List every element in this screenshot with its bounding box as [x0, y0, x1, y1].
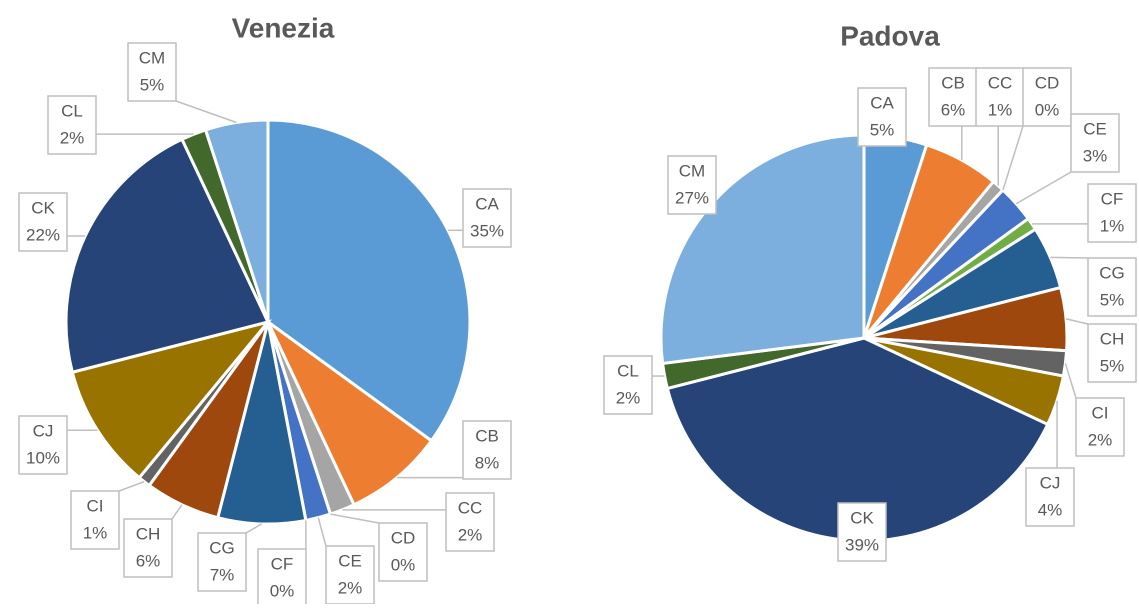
label-category: CC [988, 73, 1013, 92]
label-category: CD [391, 528, 416, 547]
label-box [667, 155, 717, 215]
label-box [837, 502, 887, 562]
data-label: 27% [675, 188, 709, 207]
leader-line [1002, 125, 1024, 191]
data-label: 0% [270, 581, 295, 600]
data-label: 5% [1100, 356, 1125, 375]
leader-line [330, 513, 380, 524]
label-category: CL [617, 361, 639, 380]
label-category: CF [271, 554, 294, 573]
label-box [197, 532, 247, 592]
pie-slice [266, 320, 434, 507]
label-category: CA [870, 93, 894, 112]
label-box [1070, 113, 1120, 173]
data-label: 22% [26, 225, 60, 244]
label-box [123, 518, 173, 578]
label-category: CB [475, 426, 499, 445]
label-box [1022, 67, 1072, 127]
label-category: CH [1100, 329, 1125, 348]
chart-title: Venezia [232, 12, 335, 43]
label-box [1087, 323, 1137, 383]
data-label: 5% [870, 120, 895, 139]
label-box [462, 420, 512, 480]
data-label: 10% [26, 448, 60, 467]
label-category: CK [31, 198, 55, 217]
data-label: 7% [210, 565, 235, 584]
label-box [257, 548, 307, 608]
data-label: 1% [988, 100, 1013, 119]
label-box [325, 545, 375, 605]
label-category: CJ [1040, 473, 1061, 492]
leader-line [317, 517, 327, 547]
label-box [127, 42, 177, 102]
label-box [18, 415, 68, 475]
label-category: CG [1099, 263, 1125, 282]
label-category: CF [1101, 189, 1124, 208]
leader-line [1050, 256, 1089, 259]
label-category: CD [1035, 73, 1060, 92]
data-label: 3% [1083, 146, 1108, 165]
data-label: 39% [845, 535, 879, 554]
label-box [928, 67, 978, 127]
label-category: CH [136, 524, 161, 543]
data-label: 6% [136, 551, 161, 570]
label-category: CL [61, 101, 83, 120]
label-box [378, 522, 428, 582]
data-label: 5% [1100, 290, 1125, 309]
label-box [47, 95, 97, 155]
label-category: CC [458, 498, 483, 517]
pie-slice [203, 118, 270, 323]
data-label: 2% [338, 578, 363, 597]
leader-line [245, 523, 263, 534]
label-category: CE [338, 551, 362, 570]
label-box [445, 492, 495, 552]
data-label: 8% [475, 453, 500, 472]
label-category: CE [1083, 119, 1107, 138]
label-box [857, 87, 907, 147]
data-label: 2% [1088, 430, 1113, 449]
data-label: 0% [1035, 100, 1060, 119]
label-box [603, 355, 653, 415]
data-label: 1% [83, 523, 108, 542]
label-box [462, 188, 512, 248]
label-box [1087, 257, 1137, 317]
data-label: 2% [616, 388, 641, 407]
label-box [1025, 467, 1075, 527]
data-label: 1% [1100, 216, 1125, 235]
leader-line [171, 504, 183, 520]
label-box [18, 192, 68, 252]
chart-title: Padova [840, 20, 940, 51]
data-label: 6% [941, 100, 966, 119]
label-category: CI [1092, 403, 1109, 422]
label-category: CB [941, 73, 965, 92]
leader-line [1015, 171, 1072, 205]
data-label: 4% [1038, 500, 1063, 519]
label-box [1075, 397, 1125, 457]
leader-line [175, 100, 237, 124]
leader-line [1065, 318, 1089, 325]
data-label: 35% [470, 221, 504, 240]
label-category: CJ [33, 421, 54, 440]
label-category: CM [679, 161, 705, 180]
leader-line [118, 480, 145, 492]
label-category: CA [475, 194, 499, 213]
label-category: CI [87, 496, 104, 515]
label-box [70, 490, 120, 550]
data-label: 5% [140, 75, 165, 94]
label-category: CK [850, 508, 874, 527]
pie-slice [64, 137, 271, 375]
data-label: 0% [391, 555, 416, 574]
label-category: CM [139, 48, 165, 67]
data-label: 2% [60, 128, 85, 147]
label-category: CG [209, 538, 235, 557]
leader-line [1064, 363, 1077, 399]
data-label: 2% [458, 525, 483, 544]
label-box [1087, 183, 1137, 243]
